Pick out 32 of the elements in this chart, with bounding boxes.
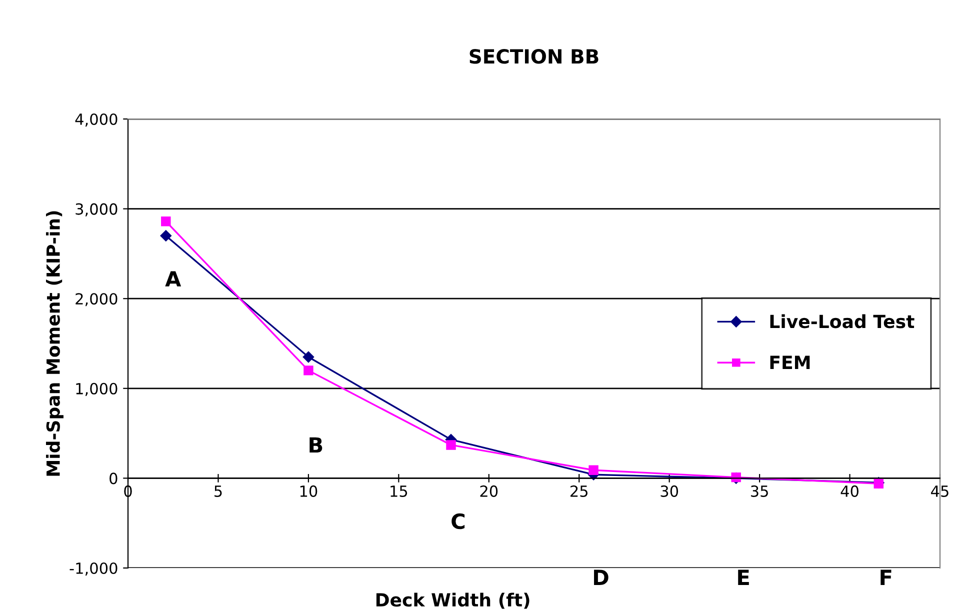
annotation: B xyxy=(310,437,322,453)
text: E xyxy=(738,570,749,585)
legend-label: FEM xyxy=(770,356,810,369)
y-axis-title: Mid-Span Moment (KIP-in) xyxy=(46,211,64,476)
x-tick-label: 30 xyxy=(660,485,678,497)
y-tick-label: 0 xyxy=(110,472,118,484)
x-tick-label: 20 xyxy=(480,485,498,497)
point xyxy=(160,230,172,242)
y-tick-label: 1,000 xyxy=(76,382,118,396)
y-tick-label: 4,000 xyxy=(75,113,118,127)
x-tick-label: 40 xyxy=(840,485,858,497)
y-tick-label: -1,000 xyxy=(70,562,118,576)
x-tick-label: 10 xyxy=(300,485,318,497)
point xyxy=(302,351,314,363)
x-tick-label: 45 xyxy=(931,486,948,497)
point xyxy=(304,366,314,376)
x-tick-label: 35 xyxy=(751,485,768,497)
text: D xyxy=(594,570,608,585)
text: F xyxy=(880,570,892,585)
annotation: A xyxy=(165,271,182,286)
chart-title: SECTION BB xyxy=(470,49,598,64)
legend-label: Live-Load Test xyxy=(770,314,914,328)
x-tick-label: 25 xyxy=(570,485,588,497)
point xyxy=(446,440,456,450)
x-axis-title: Deck Width (ft) xyxy=(376,592,530,609)
y-tick-label: 3,000 xyxy=(76,203,118,216)
x-tick-label: 5 xyxy=(214,486,222,497)
point xyxy=(588,465,598,475)
point xyxy=(161,216,171,226)
x-tick-label: 15 xyxy=(390,486,408,497)
annotation: C xyxy=(452,513,465,530)
y-tick-label: 2,000 xyxy=(76,293,118,306)
